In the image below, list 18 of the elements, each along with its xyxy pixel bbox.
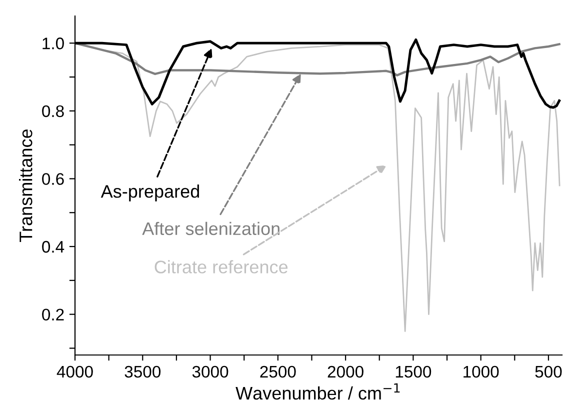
x-tick-label: 1500 xyxy=(396,366,432,378)
y-tick-label: 0.8 xyxy=(42,105,64,118)
y-axis-title: Transmittance xyxy=(19,129,32,242)
y-tick-label: 0.6 xyxy=(42,173,64,185)
y-tick-label: 1.0 xyxy=(42,38,64,50)
y-tick-label: 0.2 xyxy=(42,308,64,321)
annotation: Citrate reference xyxy=(154,260,288,274)
x-tick-label: 3000 xyxy=(192,366,228,378)
annotation: After selenization xyxy=(142,222,280,236)
x-tick-label: 500 xyxy=(535,366,562,378)
x-tick-label: 2500 xyxy=(260,366,296,378)
annotation: As-prepared xyxy=(100,184,200,202)
x-tick-label: 3500 xyxy=(124,366,161,378)
x-axis-title: Wavenumber / cm$^{−1}$ xyxy=(236,383,400,400)
x-tick-label: 4000 xyxy=(56,366,93,378)
x-tick-label: 1000 xyxy=(464,366,499,378)
y-tick-label: 0.4 xyxy=(42,240,64,253)
x-tick-label: 2000 xyxy=(328,366,364,378)
